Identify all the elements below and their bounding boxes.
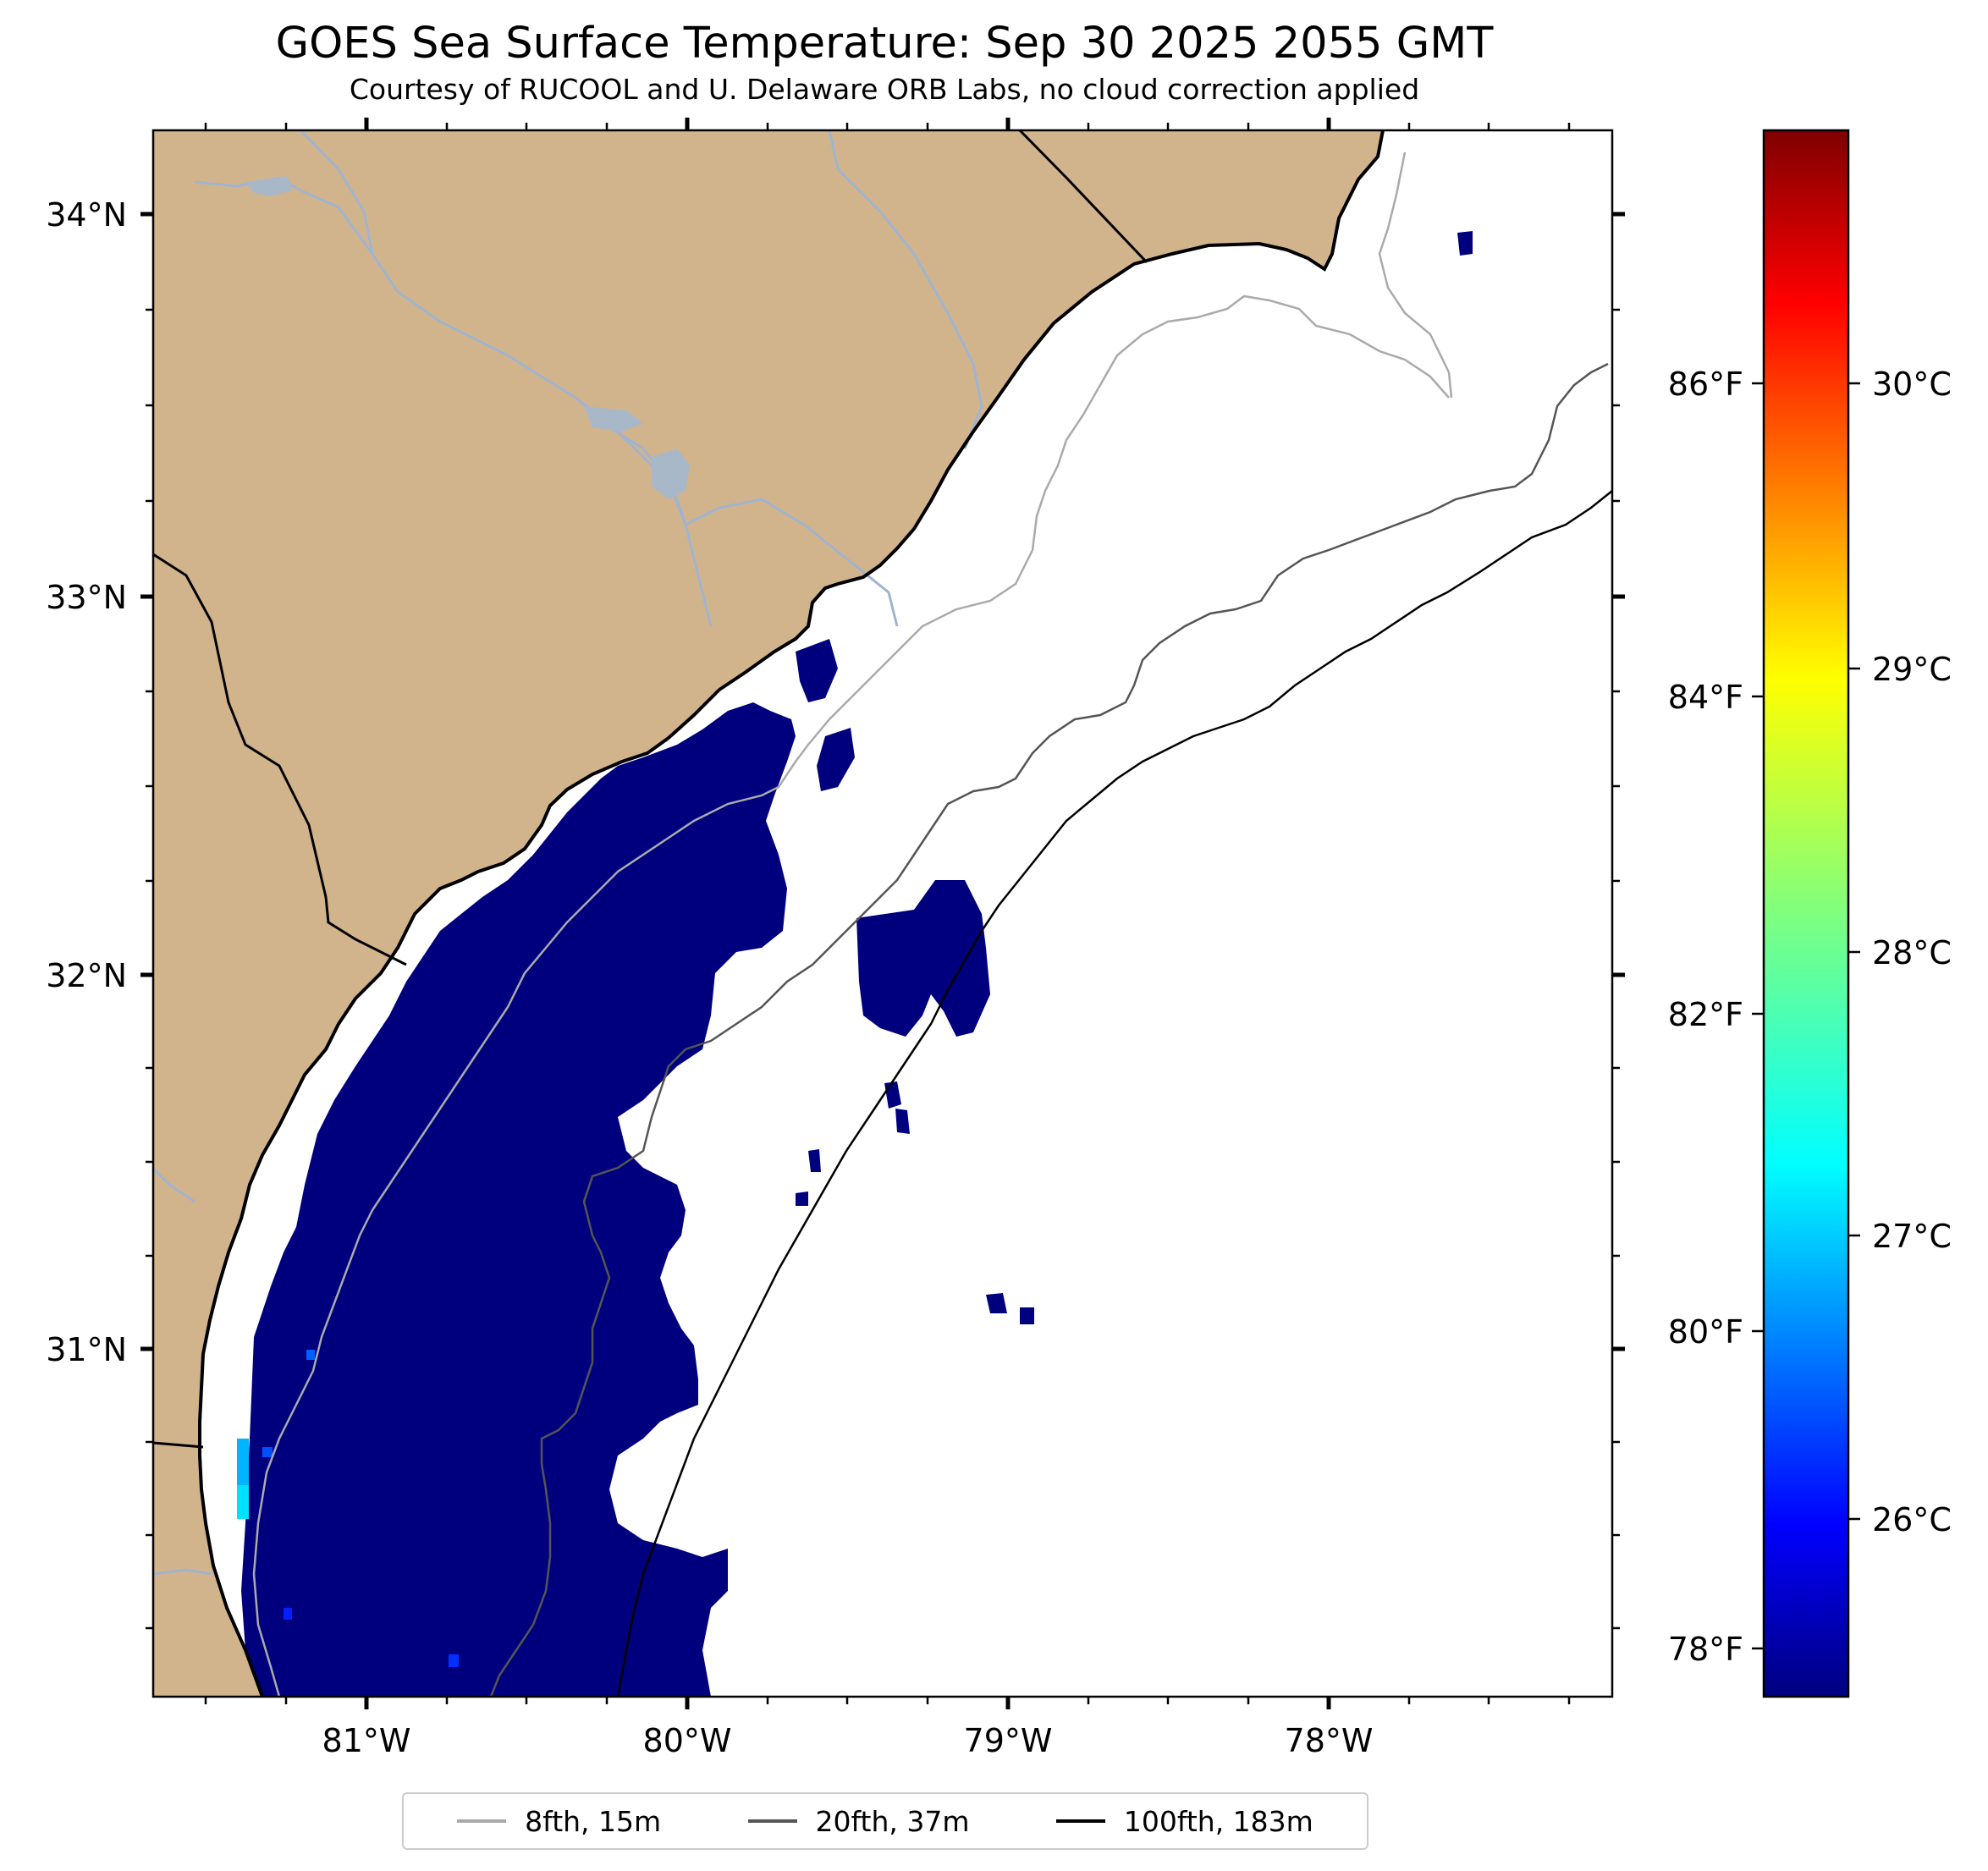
legend-item-20fth: 20fth, 37m: [747, 1804, 970, 1838]
lat-label-34: 34°N: [46, 196, 127, 234]
legend-label-20fth: 20fth, 37m: [815, 1804, 970, 1838]
contour-8fth-shoal: [1378, 151, 1453, 399]
celsius-label-27: 27°C: [1872, 1218, 1952, 1255]
legend-item-100fth: 100fth, 183m: [1055, 1804, 1313, 1838]
contour-legend: 8fth, 15m 20fth, 37m 100fth, 183m: [402, 1792, 1368, 1850]
legend-line-20fth: [747, 1819, 797, 1823]
lon-minor-ticks: [204, 123, 1571, 1704]
fahrenheit-label-80: 80°F: [1668, 1313, 1743, 1351]
lat-label-31: 31°N: [46, 1331, 127, 1368]
map-area: [153, 130, 1612, 1697]
map-frame: [151, 129, 1614, 1698]
contour-8fth: [252, 294, 1450, 1697]
lat-label-33: 33°N: [46, 579, 127, 616]
lat-label-32: 32°N: [46, 957, 127, 994]
map-title: GOES Sea Surface Temperature: Sep 30 202…: [275, 19, 1494, 69]
legend-line-100fth: [1055, 1819, 1105, 1823]
colorbar-ticks: [1752, 382, 1860, 1650]
fahrenheit-label-86: 86°F: [1668, 366, 1743, 403]
legend-item-8fth: 8fth, 15m: [457, 1805, 661, 1838]
sst-data-region: [241, 231, 1473, 1697]
state-borders: [153, 130, 1148, 1449]
celsius-label-28: 28°C: [1872, 934, 1952, 971]
celsius-label-30: 30°C: [1872, 366, 1952, 403]
lon-label-80: 80°W: [643, 1722, 732, 1759]
lat-minor-ticks: [146, 308, 1620, 1630]
celsius-label-26: 26°C: [1872, 1501, 1952, 1538]
lat-ticks: [140, 212, 1625, 1351]
legend-label-8fth: 8fth, 15m: [525, 1804, 662, 1838]
legend-label-100fth: 100fth, 183m: [1123, 1804, 1313, 1838]
lake-marion: [652, 448, 690, 499]
lon-ticks: [364, 118, 1331, 1709]
map-subtitle: Courtesy of RUCOOL and U. Delaware ORB L…: [349, 73, 1420, 106]
celsius-label-29: 29°C: [1872, 651, 1952, 688]
lon-label-79: 79°W: [964, 1722, 1053, 1759]
lon-label-81: 81°W: [322, 1722, 411, 1759]
coastline: [198, 130, 1385, 1697]
sst-warm-pixels: [237, 1350, 459, 1667]
fahrenheit-label-84: 84°F: [1668, 679, 1743, 716]
colorbar: [1762, 129, 1850, 1698]
lake-murray: [245, 176, 292, 196]
contour-20fth: [489, 362, 1609, 1697]
fahrenheit-label-82: 82°F: [1668, 996, 1743, 1033]
land-mass: [153, 130, 1383, 1697]
fahrenheit-label-78: 78°F: [1668, 1631, 1743, 1668]
contour-100fth: [616, 490, 1612, 1697]
lake-moultrie: [584, 406, 643, 432]
legend-line-8fth: [457, 1819, 507, 1823]
lon-label-78: 78°W: [1285, 1722, 1374, 1759]
